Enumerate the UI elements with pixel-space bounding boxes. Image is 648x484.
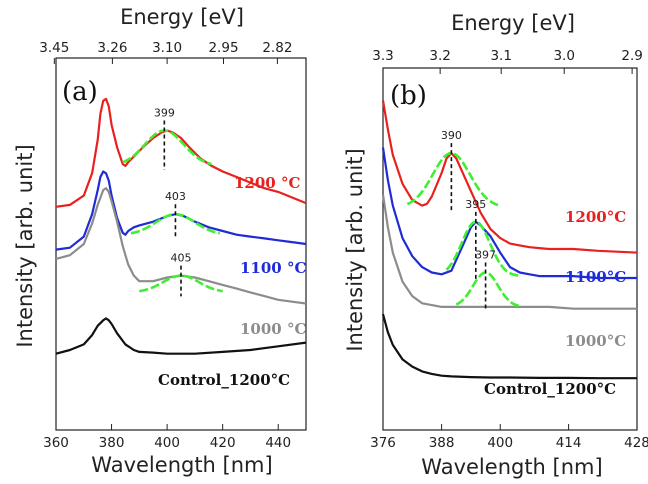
peak-label: 403: [165, 190, 186, 203]
series-line-control-1200-c: [381, 313, 637, 380]
series-label: 1000°C: [565, 332, 626, 350]
series-label: 1100°C: [565, 268, 626, 286]
panel-b: Energy [eV] 3.3 3.2 3.1 3.0 2.9 390 395 397 120…: [343, 11, 648, 479]
panel-label-b: (b): [390, 81, 427, 111]
gaussian-fit-line: [406, 151, 501, 207]
series-label: 1200 °C: [234, 174, 300, 192]
peak-label: 395: [465, 198, 486, 211]
x-tick-label: 400: [154, 435, 180, 451]
x-tick-label: 414: [556, 435, 582, 451]
x-tick-label: 440: [265, 435, 291, 451]
x-axis-title-b: Wavelength [nm]: [421, 455, 602, 479]
series-line-control-1200-c: [55, 317, 307, 355]
series-label: 1000 °C: [240, 320, 306, 338]
top-tick-label: 3.1: [490, 48, 511, 64]
panel-label-a: (a): [62, 77, 98, 107]
peak-label: 390: [441, 129, 462, 142]
peak-label: 397: [475, 249, 496, 262]
x-tick-label: 388: [429, 435, 455, 451]
top-tick-label: 2.9: [621, 48, 642, 64]
series-line-1200-c: [381, 100, 638, 254]
x-axis-title-a: Wavelength [nm]: [91, 453, 272, 477]
x-tick-label: 360: [43, 435, 69, 451]
gaussian-fit-line: [455, 271, 521, 308]
peak-label: 405: [171, 252, 192, 265]
x-tick-label: 400: [487, 435, 513, 451]
series-line-1100-c: [55, 170, 307, 251]
gaussian-fit-line: [445, 220, 520, 277]
top-tick-label: 3.26: [97, 40, 127, 56]
series-line-1000-c: [55, 187, 307, 305]
top-axis-title-b: Energy [eV]: [451, 11, 575, 35]
top-tick-label: 2.95: [208, 40, 238, 56]
panel-a: Energy [eV] 3.45 3.26 3.10 2.95 2.82 399 403 4…: [13, 5, 307, 477]
bottom-ticks-b: 376 388 400 414 428: [370, 424, 648, 451]
top-tick-label: 3.2: [429, 48, 450, 64]
gaussian-fit-line: [122, 129, 212, 166]
y-axis-title-a: Intensity [arb. unit]: [13, 144, 37, 347]
top-tick-label: 3.3: [372, 48, 393, 64]
top-tick-label: 3.45: [39, 40, 69, 56]
x-tick-label: 420: [210, 435, 236, 451]
x-tick-label: 428: [624, 435, 648, 451]
series-label: 1200°C: [565, 208, 626, 226]
series-label: 1100 °C: [240, 259, 306, 277]
top-axis-title-a: Energy [eV]: [120, 5, 244, 29]
series-label: Control_1200°C: [158, 371, 290, 389]
bottom-ticks-a: 360 380 400 420 440: [43, 424, 291, 451]
top-tick-label: 3.10: [152, 40, 182, 56]
top-ticks-a: 3.45 3.26 3.10 2.95 2.82: [39, 40, 292, 64]
series-label: Control_1200°C: [484, 380, 616, 398]
plot-area-a: 399 403 405 1200 °C 1100 °C 1000 °C Control_12…: [55, 97, 307, 389]
plot-area-b: 390 395 397 1200°C 1100°C 1000°C Control_1200°…: [381, 100, 638, 398]
plot-frame-b: [382, 67, 638, 431]
x-tick-label: 380: [99, 435, 125, 451]
peak-label: 399: [154, 107, 175, 120]
y-axis-title-b: Intensity [arb. unit]: [343, 148, 367, 351]
top-ticks-b: 3.3 3.2 3.1 3.0 2.9: [372, 48, 643, 74]
series-line-1000-c: [381, 194, 637, 310]
top-tick-label: 2.82: [262, 40, 292, 56]
x-tick-label: 376: [370, 435, 396, 451]
top-tick-label: 3.0: [553, 48, 574, 64]
